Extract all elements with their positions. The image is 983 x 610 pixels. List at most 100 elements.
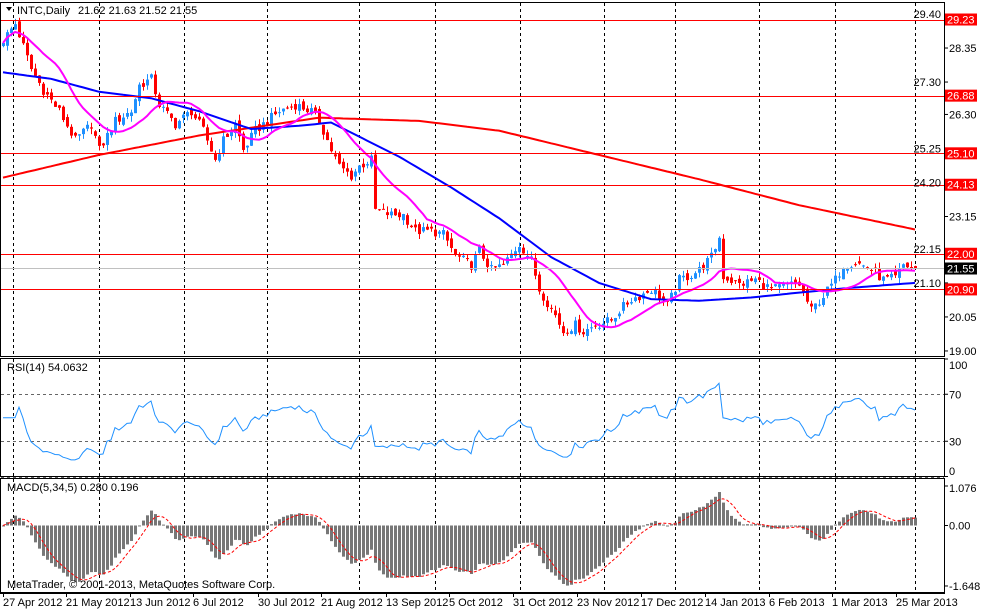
candle-bear: [406, 215, 409, 225]
macd-histogram-bar: [446, 525, 449, 566]
macd-histogram-bar: [54, 525, 57, 567]
macd-histogram-bar: [38, 525, 41, 549]
macd-histogram-bar: [126, 525, 129, 545]
candle-bull: [902, 264, 905, 268]
date-tick-label: 6 Feb 2013: [769, 597, 825, 609]
macd-histogram-bar: [310, 516, 313, 526]
macd-histogram-bar: [354, 525, 357, 563]
candle-bull: [614, 318, 617, 322]
macd-histogram-bar: [498, 525, 501, 563]
macd-histogram-bar: [618, 525, 621, 548]
macd-histogram-bar: [130, 525, 133, 541]
macd-histogram-bar: [242, 525, 245, 545]
candle-bear: [386, 212, 389, 216]
macd-histogram-bar: [602, 525, 605, 563]
macd-histogram-bar: [778, 525, 781, 529]
candle-bear: [238, 120, 241, 137]
candle-bull: [498, 264, 501, 267]
macd-histogram-bar: [358, 525, 361, 560]
macd-histogram-bar: [578, 525, 581, 580]
macd-histogram-bar: [102, 525, 105, 575]
candle-bull: [682, 275, 685, 278]
candle-bear: [54, 101, 57, 107]
macd-histogram-bar: [194, 525, 197, 537]
macd-histogram-bar: [330, 525, 333, 542]
macd-histogram-bar: [214, 525, 217, 558]
macd-histogram-bar: [746, 524, 749, 526]
macd-histogram-bar: [690, 511, 693, 526]
candle-bear: [538, 274, 541, 292]
candle-bull: [78, 134, 81, 136]
macd-histogram-bar: [606, 525, 609, 558]
candle-bear: [202, 118, 205, 127]
candle-bear: [70, 126, 73, 136]
candle-bull: [518, 247, 521, 253]
rsi-panel[interactable]: [3, 382, 916, 461]
macd-histogram-bar: [134, 525, 137, 535]
price-tick-label: 29.40: [913, 9, 941, 21]
candle-bull: [514, 251, 517, 257]
macd-histogram-bar: [906, 517, 909, 526]
macd-histogram-bar: [418, 525, 421, 577]
price-tick-label: 20.05: [949, 312, 977, 324]
macd-tick-label: 0.00: [949, 521, 970, 533]
candle-bull: [278, 112, 281, 114]
macd-histogram-bar: [486, 525, 489, 565]
candle-bear: [174, 117, 177, 129]
candle-bull: [222, 136, 225, 154]
date-tick-label: 27 Apr 2012: [3, 597, 62, 609]
candle-bull: [474, 254, 477, 271]
macd-histogram-bar: [702, 506, 705, 526]
price-tick-label: 21.10: [913, 278, 941, 290]
candle-bull: [230, 131, 233, 137]
candle-bull: [630, 302, 633, 304]
macd-histogram-bar: [462, 525, 465, 572]
candle-bear: [726, 276, 729, 281]
candle-bull: [570, 331, 573, 334]
macd-histogram-bar: [122, 525, 125, 550]
candle-bull: [598, 327, 601, 329]
macd-histogram-bar: [850, 512, 853, 526]
macd-histogram-bar: [94, 525, 97, 573]
macd-histogram-bar: [378, 525, 381, 571]
price-panel[interactable]: [1, 17, 944, 341]
candle-bear: [446, 231, 449, 241]
macd-panel[interactable]: [2, 492, 917, 586]
level-price-tag-label: 29.23: [947, 15, 975, 27]
candle-bear: [410, 225, 413, 228]
macd-histogram-bar: [98, 525, 101, 575]
macd-histogram-bar: [586, 525, 589, 576]
macd-histogram-bar: [582, 525, 585, 579]
macd-histogram-bar: [162, 524, 165, 526]
candle-bear: [62, 106, 65, 121]
candle-bear: [722, 238, 725, 280]
level-price-tag: [945, 178, 977, 191]
ma-mid-line: [2, 71, 916, 302]
macd-histogram-bar: [710, 499, 713, 526]
candle-bull: [186, 112, 189, 117]
candle-bull: [634, 297, 637, 301]
candle-bear: [338, 153, 341, 164]
macd-histogram-bar: [614, 525, 617, 552]
price-tick-label: 25.25: [913, 143, 941, 155]
macd-histogram-bar: [658, 522, 661, 526]
candle-bull: [842, 268, 845, 280]
ma-slow-line: [2, 116, 916, 231]
collapse-arrow-icon[interactable]: [6, 7, 12, 11]
price-panel-border: [0, 2, 945, 357]
candle-bull: [490, 265, 493, 267]
candle-bear: [210, 140, 213, 152]
candle-bear: [118, 115, 121, 122]
macd-histogram-bar: [70, 525, 73, 581]
candle-bull: [354, 171, 357, 177]
macd-histogram-bar: [842, 517, 845, 526]
macd-histogram-bar: [882, 520, 885, 526]
candle-bull: [714, 249, 717, 253]
rsi-line: [3, 382, 916, 461]
candle-bull: [134, 99, 137, 114]
candle-bear: [306, 108, 309, 113]
macd-histogram-bar: [258, 525, 261, 535]
macd-histogram-bar: [870, 513, 873, 526]
candle-bull: [774, 284, 777, 287]
